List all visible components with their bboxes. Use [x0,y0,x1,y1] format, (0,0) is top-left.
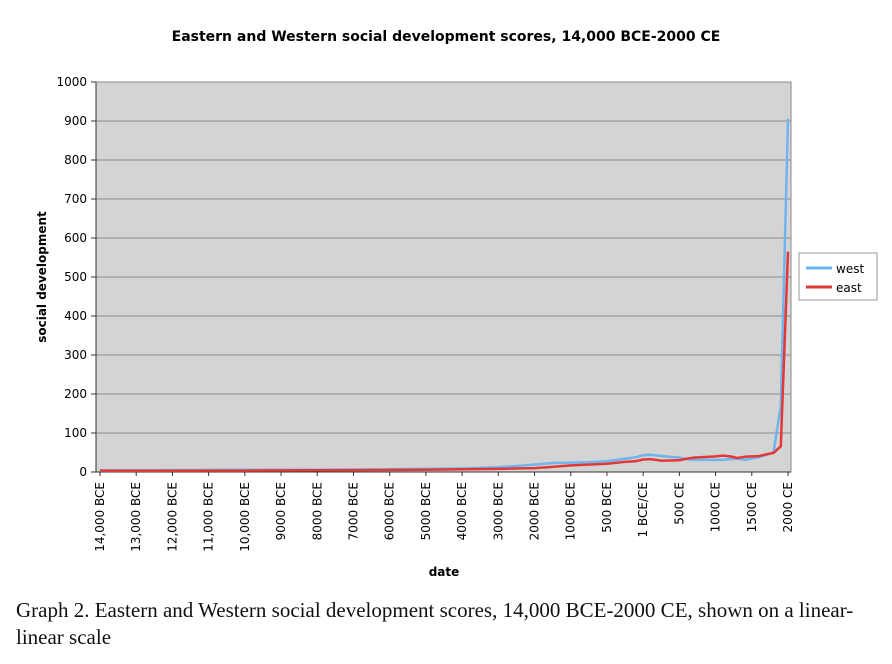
y-tick-label: 0 [79,465,87,479]
x-tick-label: 6000 BCE [383,482,397,540]
y-tick-label: 600 [64,231,87,245]
x-tick-label: 1000 BCE [564,482,578,540]
x-tick-label: 7000 BCE [346,482,360,540]
x-tick-label: 4000 BCE [455,482,469,540]
y-tick-label: 500 [64,270,87,284]
legend-label-east: east [836,281,862,295]
y-axis-title: social development [35,211,49,343]
x-tick-label: 2000 CE [781,482,795,532]
legend-label-west: west [836,262,864,276]
y-tick-label: 700 [64,192,87,206]
x-tick-label: 13,000 BCE [129,482,143,552]
figure-caption: Graph 2. Eastern and Western social deve… [16,598,854,649]
x-tick-label: 8000 BCE [310,482,324,540]
x-tick-label: 1000 CE [709,482,723,532]
x-tick-label: 500 BCE [600,482,614,533]
x-tick-label: 500 CE [672,482,686,525]
x-tick-label: 10,000 BCE [238,482,252,552]
y-axis: 0 100 200 300 400 500 600 700 800 900 1000 [56,75,96,479]
y-tick-label: 1000 [56,75,87,89]
y-tick-label: 900 [64,114,87,128]
y-tick-label: 400 [64,309,87,323]
grid-lines [96,81,791,434]
x-tick-label: 2000 BCE [528,482,542,540]
chart-title: Eastern and Western social development s… [172,29,721,45]
series-lines [100,118,790,472]
x-axis: 14,000 BCE 13,000 BCE 12,000 BCE 11,000 BCE… [93,472,795,552]
legend-box [798,252,878,301]
x-tick-label: 12,000 BCE [165,482,179,552]
x-tick-label: 5000 BCE [419,482,433,540]
y-tick-label: 200 [64,387,87,401]
series-line-east [100,251,790,472]
x-tick-label: 1 BCE/CE [636,482,650,537]
x-tick-label: 3000 BCE [491,482,505,540]
legend: west east [798,252,878,301]
y-tick-label: 300 [64,348,87,362]
x-tick-label: 11,000 BCE [202,482,216,552]
y-tick-label: 800 [64,153,87,167]
x-axis-title: date [429,565,460,579]
y-tick-label: 100 [64,426,87,440]
x-tick-label: 14,000 BCE [93,482,107,552]
x-tick-label: 1500 CE [745,482,759,532]
x-tick-label: 9000 BCE [274,482,288,540]
